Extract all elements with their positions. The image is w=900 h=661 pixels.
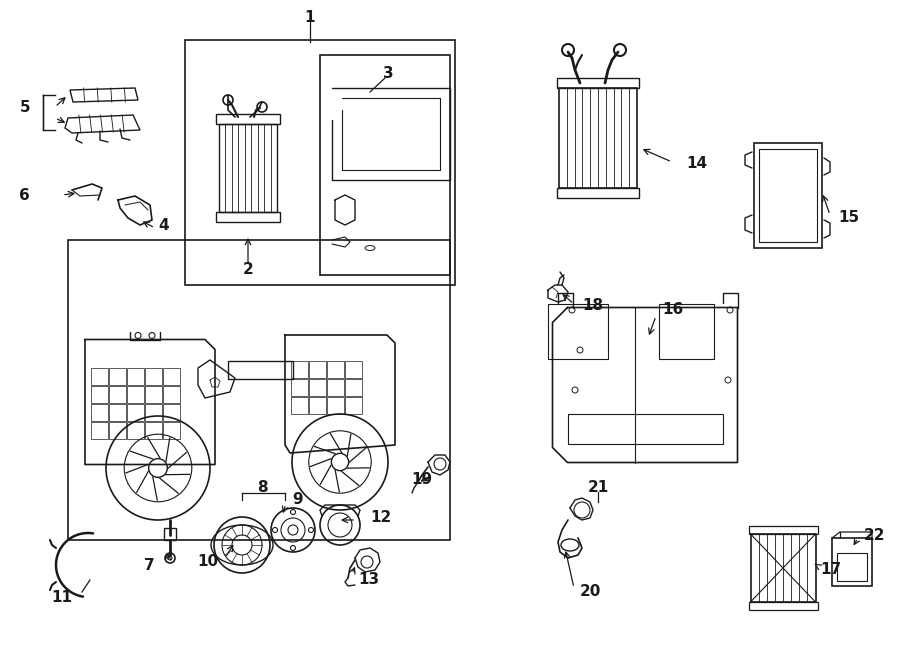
Bar [127, 403, 143, 420]
Bar [557, 188, 639, 198]
Bar [345, 360, 362, 377]
Bar [145, 403, 161, 420]
Text: 4: 4 [158, 219, 168, 233]
Text: 20: 20 [580, 584, 601, 600]
Bar [145, 422, 161, 438]
Bar [163, 422, 179, 438]
Bar [91, 422, 107, 438]
Text: 2: 2 [243, 262, 254, 278]
Bar [327, 360, 344, 377]
Text: 12: 12 [370, 510, 392, 525]
Text: 5: 5 [20, 100, 30, 114]
Bar [291, 379, 308, 395]
Bar [749, 602, 817, 610]
Bar [145, 368, 161, 385]
Bar [309, 379, 326, 395]
Bar [547, 304, 608, 359]
Text: 8: 8 [256, 481, 267, 496]
Text: 15: 15 [838, 210, 860, 225]
Bar [568, 414, 723, 444]
Text: 7: 7 [144, 559, 155, 574]
Bar [837, 553, 867, 581]
Bar [309, 397, 326, 414]
Bar [163, 385, 179, 403]
Bar [91, 385, 107, 403]
Bar [291, 360, 308, 377]
Bar [751, 534, 815, 602]
Text: 6: 6 [19, 188, 30, 204]
Bar [749, 526, 817, 534]
Bar [291, 397, 308, 414]
Bar [68, 240, 450, 540]
Text: 11: 11 [51, 590, 73, 605]
Text: 9: 9 [292, 492, 302, 508]
Bar [327, 379, 344, 395]
Bar [559, 88, 637, 188]
Bar [832, 538, 872, 586]
Bar [320, 55, 450, 275]
Text: 16: 16 [662, 303, 683, 317]
Bar [557, 78, 639, 88]
Text: 13: 13 [358, 572, 379, 588]
Bar [659, 304, 714, 359]
Bar [91, 403, 107, 420]
Bar [327, 397, 344, 414]
Bar [127, 385, 143, 403]
Bar [754, 143, 822, 247]
Bar [164, 528, 176, 540]
Bar [216, 212, 280, 222]
Bar [163, 368, 179, 385]
Bar [345, 379, 362, 395]
Text: 1: 1 [305, 11, 315, 26]
Text: 14: 14 [686, 157, 707, 171]
Bar [145, 385, 161, 403]
Text: 10: 10 [197, 555, 218, 570]
Bar [219, 124, 277, 212]
Bar [127, 368, 143, 385]
Bar [759, 149, 817, 241]
Bar [109, 368, 125, 385]
Bar [163, 403, 179, 420]
Bar [309, 360, 326, 377]
Bar [228, 361, 292, 379]
Text: 22: 22 [864, 529, 886, 543]
Text: 19: 19 [411, 473, 432, 488]
Circle shape [288, 525, 298, 535]
Bar [109, 422, 125, 438]
Bar [345, 397, 362, 414]
Text: 3: 3 [382, 67, 393, 81]
Text: 21: 21 [588, 481, 608, 496]
Bar [109, 385, 125, 403]
Bar [91, 368, 107, 385]
Text: 18: 18 [582, 299, 603, 313]
Bar [109, 403, 125, 420]
Text: 17: 17 [820, 563, 842, 578]
Bar [127, 422, 143, 438]
Bar [216, 114, 280, 124]
Bar [185, 40, 455, 285]
